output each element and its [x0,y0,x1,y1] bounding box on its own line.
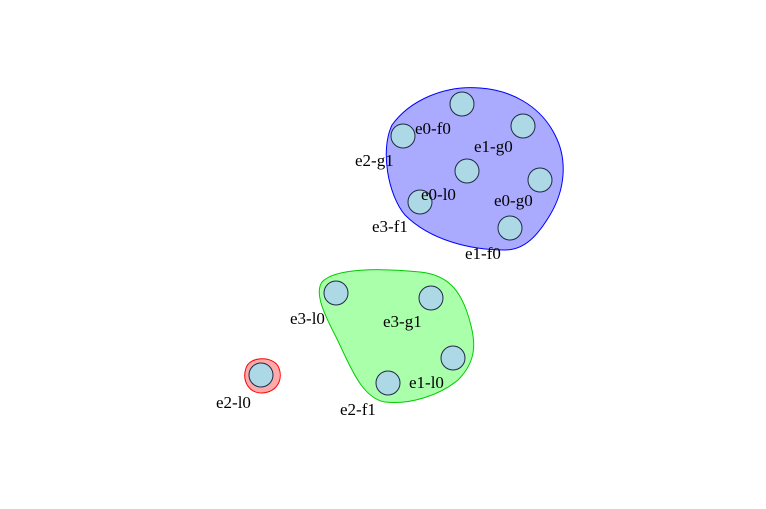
node-top [449,91,475,117]
label-e3-g1: e3-g1 [383,312,422,331]
label-e0-l0: e0-l0 [421,185,456,204]
label-e2-f1: e2-f1 [340,400,376,419]
label-e1-f0: e1-f0 [465,244,501,263]
node-e2-g1 [390,123,416,149]
node-e1-g0 [510,113,536,139]
label-e0-f0: e0-f0 [415,119,451,138]
label-e2-g1: e2-g1 [355,151,394,170]
label-e1-l0: e1-l0 [409,373,444,392]
node-e1-f0 [497,215,523,241]
label-e2-l0: e2-l0 [216,393,251,412]
node-e2-f1 [375,370,401,396]
label-e0-g0: e0-g0 [494,191,533,210]
label-e3-f1: e3-f1 [372,217,408,236]
node-e3-l0 [323,280,349,306]
node-e2-l0 [248,362,274,388]
node-e0-g0 [527,167,553,193]
node-e3-f1 [407,189,433,215]
node-e3-g1 [418,285,444,311]
node-e1-l0 [440,345,466,371]
label-e1-g0: e1-g0 [474,137,513,156]
label-e3-l0: e3-l0 [290,309,325,328]
node-e0-l0 [454,158,480,184]
